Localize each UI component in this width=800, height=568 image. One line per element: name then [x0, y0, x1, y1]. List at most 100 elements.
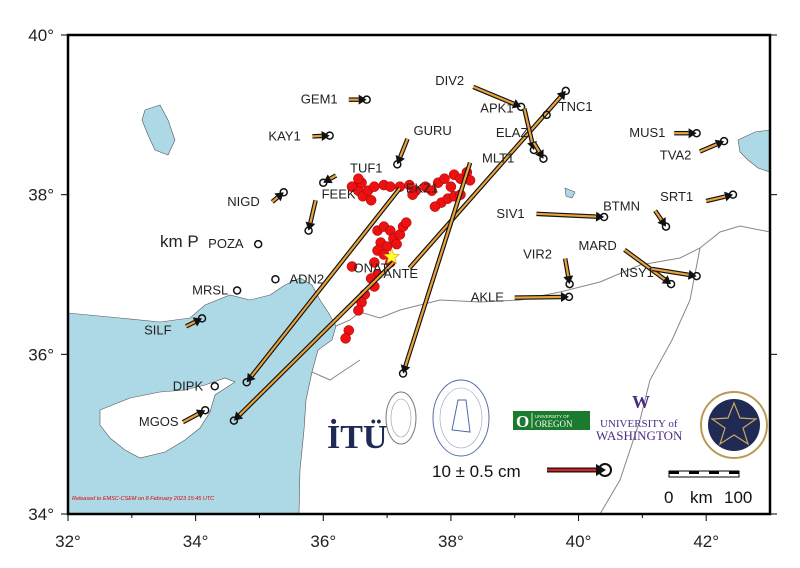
error-ellipse	[565, 279, 574, 289]
error-ellipse	[325, 131, 334, 140]
error-ellipse	[197, 314, 207, 323]
epicenter-dot	[445, 181, 457, 192]
station-feek	[304, 199, 318, 235]
coast-levant	[311, 359, 361, 381]
vector-shaft	[250, 187, 401, 377]
station-label: MRSL	[192, 282, 228, 297]
epicenter-dot	[353, 173, 364, 184]
svg-text:UNIVERSITY of: UNIVERSITY of	[600, 418, 678, 430]
uw-logo: W UNIVERSITY of WASHINGTON	[596, 392, 683, 443]
vector-head	[305, 221, 316, 231]
station-label: SRT1	[660, 189, 693, 204]
error-ellipse	[728, 190, 738, 199]
error-ellipse	[666, 279, 676, 289]
epicenter-dot	[353, 305, 364, 316]
lon-tick-label: 32°	[55, 532, 81, 551]
epicenter-dot	[407, 189, 418, 200]
station-adn2	[271, 275, 280, 284]
error-ellipse	[516, 102, 526, 112]
station-mus1	[674, 128, 701, 139]
svg-text:W: W	[632, 392, 650, 412]
station-gem1	[348, 94, 371, 105]
station-kay1	[312, 130, 334, 141]
error-ellipse	[229, 416, 239, 425]
vector-head	[724, 191, 733, 202]
station-tnc1	[542, 110, 551, 120]
error-ellipse	[232, 286, 242, 295]
vector-shaft	[472, 85, 515, 105]
vector-shaft	[329, 174, 337, 180]
ytu-logo	[700, 391, 768, 459]
svg-text:km: km	[690, 488, 713, 507]
kandilli-logo	[385, 391, 417, 445]
station-tuf1	[319, 173, 338, 187]
station-label: MGOS	[139, 414, 179, 429]
axis-ticks: 32° 34° 36° 38° 40° 42°40°38°36°34°	[28, 26, 777, 551]
station-mgos	[181, 405, 210, 425]
station-btmn	[653, 209, 671, 231]
error-ellipse	[319, 178, 328, 187]
vector-shaft	[238, 261, 395, 416]
vector-shaft	[523, 108, 534, 143]
error-ellipse	[362, 95, 371, 104]
station-label: NIGD	[227, 194, 260, 209]
station-mard	[623, 247, 676, 289]
release-note: Released to EMSC-CSEM on 8 February 2023…	[72, 496, 214, 502]
cyprus	[99, 377, 236, 459]
station-div2	[472, 84, 526, 112]
vector-shaft	[271, 196, 279, 203]
vector-head	[195, 409, 206, 419]
epicenter-dot	[391, 238, 402, 250]
station-ekz1	[242, 186, 402, 387]
vector-shaft	[309, 200, 317, 224]
station-ante	[407, 86, 571, 270]
station-label: DIPK	[173, 378, 204, 393]
epicenter-dot	[439, 173, 450, 184]
svg-text:OREGON: OREGON	[535, 419, 573, 429]
station-label: KAY1	[268, 128, 300, 143]
error-ellipse	[561, 86, 571, 96]
station-label: SILF	[144, 322, 172, 337]
station-label: TUF1	[350, 161, 383, 176]
iraq-border	[599, 247, 701, 514]
lat-tick-label: 40°	[28, 26, 54, 45]
vector-head	[400, 364, 411, 374]
station-dipk	[210, 382, 220, 391]
keban-lake	[564, 187, 576, 199]
vector-shaft	[399, 138, 409, 158]
station-label: BTMN	[603, 199, 640, 214]
vector-shaft	[404, 162, 472, 367]
epicenter-dot	[385, 181, 396, 192]
lon-tick-label: 36°	[310, 532, 336, 551]
vector-head	[714, 139, 725, 149]
lon-tick-label: 42°	[693, 532, 719, 551]
station-label: ADN2	[289, 271, 324, 286]
station-label: GURU	[414, 123, 452, 138]
station-label: TNC1	[559, 99, 593, 114]
station-label: NSY1	[620, 265, 654, 280]
error-ellipse	[253, 239, 263, 249]
vector-head	[395, 155, 405, 165]
station-poza	[253, 239, 263, 249]
oregon-logo: O UNIVERSITY OF OREGON	[513, 411, 590, 431]
station-silf	[185, 314, 207, 329]
epicenter-dot	[346, 181, 358, 192]
svg-text:İTÜ: İTÜ	[327, 418, 387, 456]
svg-text:100: 100	[724, 488, 752, 507]
station-label: GEM1	[301, 92, 338, 107]
vector-shaft	[408, 96, 562, 269]
epicenter-dot	[429, 201, 441, 212]
error-ellipse	[398, 369, 408, 378]
station-label: ELAZ	[496, 125, 529, 140]
vector-shaft	[536, 212, 597, 218]
error-ellipse	[393, 160, 402, 169]
vector-shaft	[564, 258, 570, 277]
error-ellipse	[542, 110, 551, 120]
station-onat	[229, 260, 396, 425]
station-mrsl	[232, 286, 242, 295]
epicenter-dot	[369, 257, 380, 268]
vector-shaft	[705, 195, 726, 203]
station-label: ANTE	[383, 266, 418, 281]
vector-shaft	[532, 142, 541, 153]
epicenter-dot	[400, 217, 412, 228]
